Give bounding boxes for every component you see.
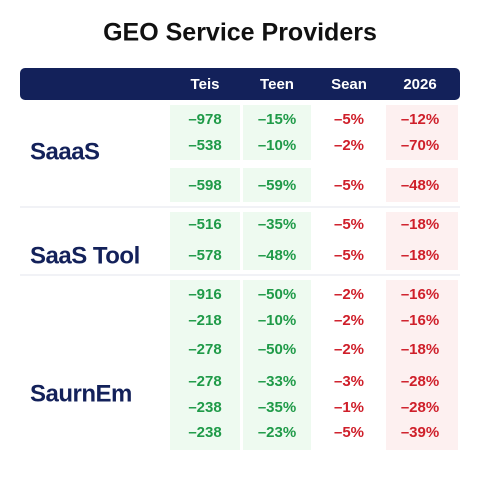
cell-value: –1% — [334, 399, 364, 416]
provider-logo: SaaS Tool — [30, 242, 140, 269]
green-cell-bg — [170, 212, 240, 270]
cell-value: –916 — [188, 286, 221, 303]
cell-value: –578 — [188, 247, 221, 264]
cell-value: –3% — [334, 373, 364, 390]
cell-value: –70% — [401, 137, 439, 154]
cell-value: –238 — [188, 399, 221, 416]
cell-value: –10% — [258, 137, 296, 154]
cell-value: –18% — [401, 216, 439, 233]
column-header: Teis — [191, 76, 220, 93]
cell-value: –5% — [334, 111, 364, 128]
cell-value: –28% — [401, 399, 439, 416]
cell-value: –35% — [258, 216, 296, 233]
green-cell-bg — [243, 212, 311, 270]
red-cell-bg — [386, 212, 458, 270]
column-header: Sean — [331, 76, 367, 93]
cell-value: –2% — [334, 286, 364, 303]
column-header: Teen — [260, 76, 294, 93]
cell-value: –598 — [188, 177, 221, 194]
cell-value: –59% — [258, 177, 296, 194]
cell-value: –218 — [188, 312, 221, 329]
cell-value: –50% — [258, 341, 296, 358]
cell-value: –28% — [401, 373, 439, 390]
cell-value: –16% — [401, 312, 439, 329]
red-cell-bg — [386, 168, 458, 202]
cell-value: –516 — [188, 216, 221, 233]
green-cell-bg — [243, 168, 311, 202]
cell-value: –18% — [401, 341, 439, 358]
cell-value: –39% — [401, 424, 439, 441]
cell-value: –23% — [258, 424, 296, 441]
cell-value: –18% — [401, 247, 439, 264]
cell-value: –12% — [401, 111, 439, 128]
green-cell-bg — [170, 105, 240, 160]
cell-value: –278 — [188, 341, 221, 358]
cell-value: –35% — [258, 399, 296, 416]
cell-value: –2% — [334, 341, 364, 358]
cell-value: –5% — [334, 424, 364, 441]
cell-value: –50% — [258, 286, 296, 303]
cell-value: –48% — [401, 177, 439, 194]
cell-value: –5% — [334, 216, 364, 233]
cell-value: –5% — [334, 177, 364, 194]
cell-value: –238 — [188, 424, 221, 441]
red-cell-bg — [386, 105, 458, 160]
provider-logo: SaurnEm — [30, 380, 132, 407]
cell-value: –2% — [334, 137, 364, 154]
cell-value: –48% — [258, 247, 296, 264]
cell-value: –978 — [188, 111, 221, 128]
red-cell-bg — [386, 280, 458, 450]
title: GEO Service Providers — [103, 19, 377, 47]
provider-logo: SaaaS — [30, 138, 100, 165]
cell-value: –15% — [258, 111, 296, 128]
green-cell-bg — [170, 280, 240, 450]
column-header: 2026 — [403, 76, 436, 93]
cell-value: –538 — [188, 137, 221, 154]
header-bar — [20, 68, 460, 100]
cell-value: –10% — [258, 312, 296, 329]
cell-value: –33% — [258, 373, 296, 390]
cell-value: –278 — [188, 373, 221, 390]
green-cell-bg — [243, 280, 311, 450]
green-cell-bg — [170, 168, 240, 202]
cell-value: –5% — [334, 247, 364, 264]
cell-value: –2% — [334, 312, 364, 329]
green-cell-bg — [243, 105, 311, 160]
cell-value: –16% — [401, 286, 439, 303]
